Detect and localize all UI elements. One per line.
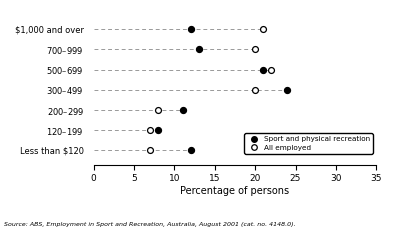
Point: [187, 149, 194, 152]
Point: [147, 149, 153, 152]
Point: [252, 47, 258, 51]
Point: [195, 47, 202, 51]
Point: [155, 108, 162, 112]
Point: [147, 128, 153, 132]
X-axis label: Percentage of persons: Percentage of persons: [180, 186, 289, 196]
Legend: Sport and physical recreation, All employed: Sport and physical recreation, All emplo…: [244, 133, 373, 153]
Point: [260, 68, 266, 72]
Point: [260, 27, 266, 31]
Text: Source: ABS, Employment in Sport and Recreation, Australia, August 2001 (cat. no: Source: ABS, Employment in Sport and Rec…: [4, 222, 296, 227]
Point: [284, 88, 291, 92]
Point: [187, 27, 194, 31]
Point: [155, 128, 162, 132]
Point: [252, 88, 258, 92]
Point: [268, 68, 274, 72]
Point: [179, 108, 186, 112]
